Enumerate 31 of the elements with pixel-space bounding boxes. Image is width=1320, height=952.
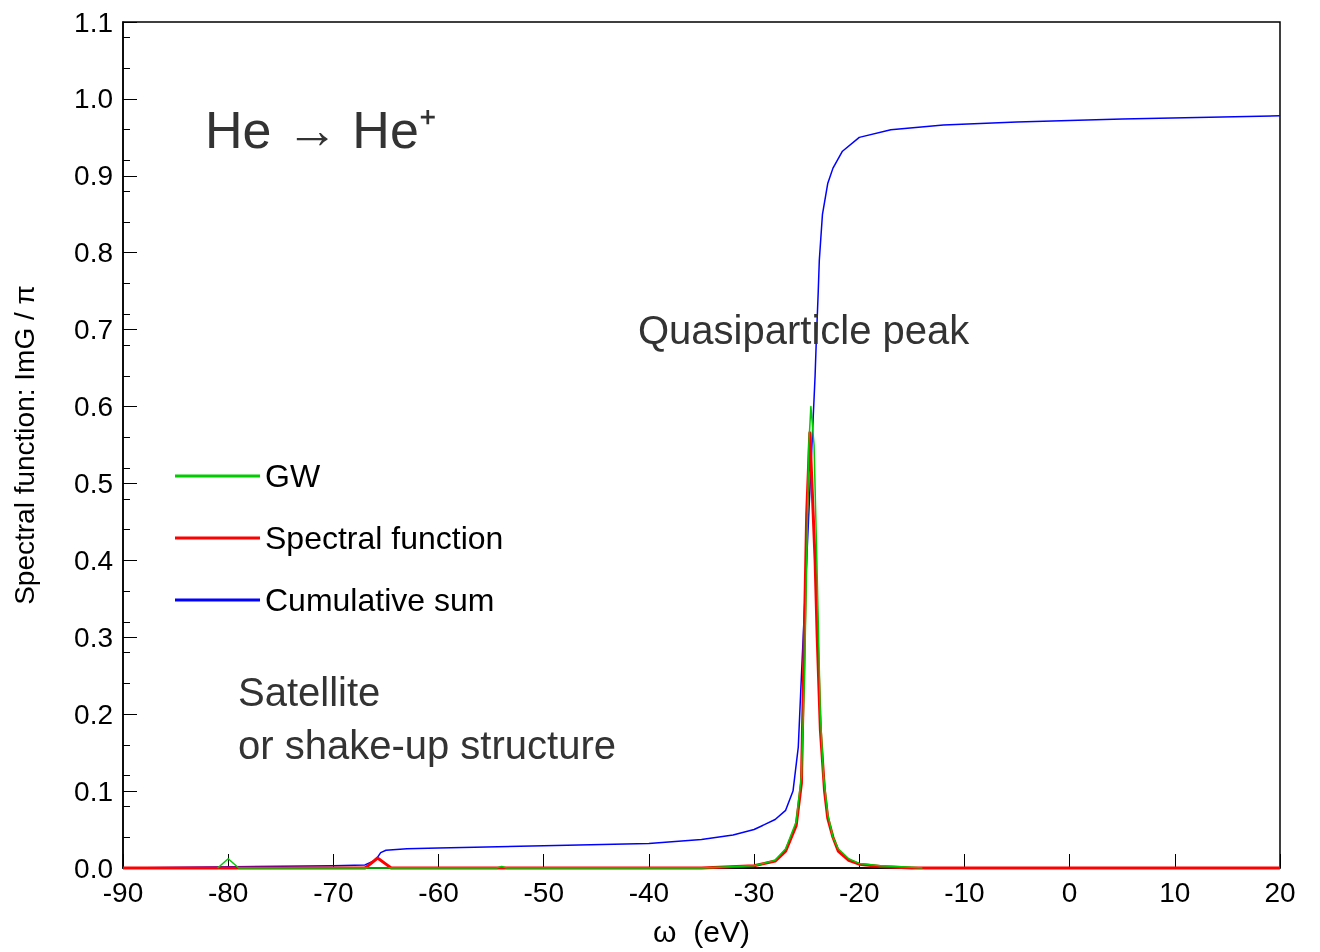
x-axis-title: ω (eV) (653, 914, 750, 948)
legend-label: Cumulative sum (265, 582, 495, 618)
x-tick-label: -10 (944, 876, 985, 908)
x-tick-label: -50 (523, 876, 564, 908)
y-axis-title: Spectral function: ImG / π (8, 285, 40, 605)
x-tick-label: -30 (733, 876, 775, 908)
legend-label: GW (265, 458, 321, 494)
y-tick-label: 1.1 (74, 6, 113, 38)
annotation: He → He⁺ (205, 100, 437, 159)
line-series (216, 405, 924, 869)
y-tick-label: 0.7 (74, 314, 113, 346)
y-tick-label: 0.9 (74, 160, 113, 192)
y-tick-label: 0.6 (74, 391, 113, 423)
x-tick-label: 10 (1159, 876, 1191, 908)
x-tick-label: -20 (839, 876, 880, 908)
x-tick-label: -60 (418, 876, 459, 908)
x-tick-label: -80 (207, 876, 249, 908)
x-tick-label: 20 (1264, 876, 1296, 908)
x-tick-label: 0 (1061, 876, 1078, 908)
y-tick-label: 0.4 (74, 544, 113, 576)
y-tick-label: 1.0 (74, 83, 113, 115)
y-tick-label: 0.5 (74, 467, 113, 499)
annotation: Satellite or shake-up structure (238, 669, 616, 767)
y-tick-label: 0.1 (74, 775, 113, 807)
x-tick-label: -70 (313, 876, 354, 908)
y-tick-label: 0.8 (74, 237, 113, 269)
x-tick-label: -40 (628, 876, 670, 908)
legend-label: Spectral function (265, 520, 504, 556)
y-tick-label: 0.2 (74, 698, 113, 730)
y-tick-label: 0.0 (74, 852, 113, 884)
y-tick-label: 0.3 (74, 621, 113, 653)
